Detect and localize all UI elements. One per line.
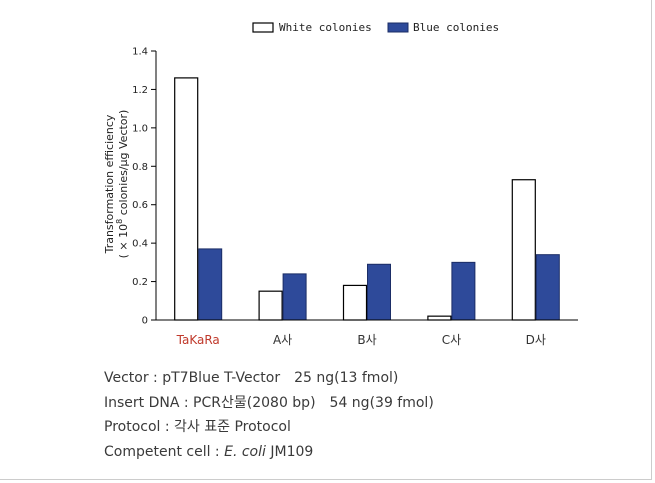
y-axis-label-prefix: ( × 10 (117, 224, 130, 259)
bar-white-colonies (258, 290, 283, 321)
bar-white-colonies (427, 315, 452, 321)
chart-legend: White colonies Blue colonies (252, 21, 499, 34)
x-tick-label: A사 (273, 333, 292, 347)
y-axis-label-line2: ( × 108 colonies/μg Vector) (115, 110, 130, 259)
y-axis-label-line1: Transformation efficiency (103, 114, 116, 254)
y-tick-label: 0.6 (132, 200, 148, 211)
x-tick-label: D사 (526, 333, 546, 347)
x-tick-label: B사 (357, 333, 376, 347)
y-axis-label-suffix: colonies/μg Vector) (117, 110, 130, 219)
bar-blue-colonies (367, 263, 391, 321)
y-tick-label: 0 (142, 316, 148, 327)
x-axis: TaKaRa A사 B사 C사 D사 (156, 319, 578, 347)
bar-blue-colonies (451, 261, 476, 321)
bar-chart: White colonies Blue colonies 00.20.40.60… (103, 21, 578, 347)
bar-blue-colonies (198, 248, 223, 321)
bars (174, 77, 560, 321)
legend-label-blue: Blue colonies (413, 21, 499, 34)
bar-blue-colonies (535, 254, 560, 321)
y-tick-label: 0.2 (132, 277, 148, 288)
x-tick-label: C사 (442, 333, 461, 347)
legend-swatch-blue (387, 22, 409, 33)
experiment-notes: Vector : pT7Blue T-Vector 25 ng(13 fmol) … (104, 366, 434, 464)
y-axis-label: Transformation efficiency ( × 108 coloni… (103, 110, 130, 259)
note-vector: Vector : pT7Blue T-Vector 25 ng(13 fmol) (104, 370, 399, 386)
y-tick-label: 1.4 (132, 47, 148, 58)
y-axis-label-sup: 8 (115, 219, 124, 224)
y-tick-label: 1.0 (132, 123, 148, 134)
y-axis: 0 0.2 0.4 0.6 0.8 1.0 1.2 1.4 (132, 47, 157, 327)
y-tick-label: 1.2 (132, 85, 148, 96)
bar-white-colonies (511, 179, 536, 321)
y-tick-label: 0.8 (132, 162, 148, 173)
legend-swatch-white (252, 22, 274, 33)
bar-white-colonies (174, 77, 199, 321)
x-tick-label: TaKaRa (176, 333, 220, 347)
bar-blue-colonies (282, 273, 307, 321)
y-tick-label: 0.4 (132, 239, 148, 250)
bar-white-colonies (342, 284, 368, 321)
note-protocol: Protocol : 각사 표준 Protocol (104, 419, 291, 435)
note-competent-cell: Competent cell : E. coli JM109 (104, 443, 314, 460)
note-insert-dna: Insert DNA : PCR산물(2080 bp) 54 ng(39 fmol… (104, 394, 434, 411)
legend-label-white: White colonies (279, 21, 372, 34)
